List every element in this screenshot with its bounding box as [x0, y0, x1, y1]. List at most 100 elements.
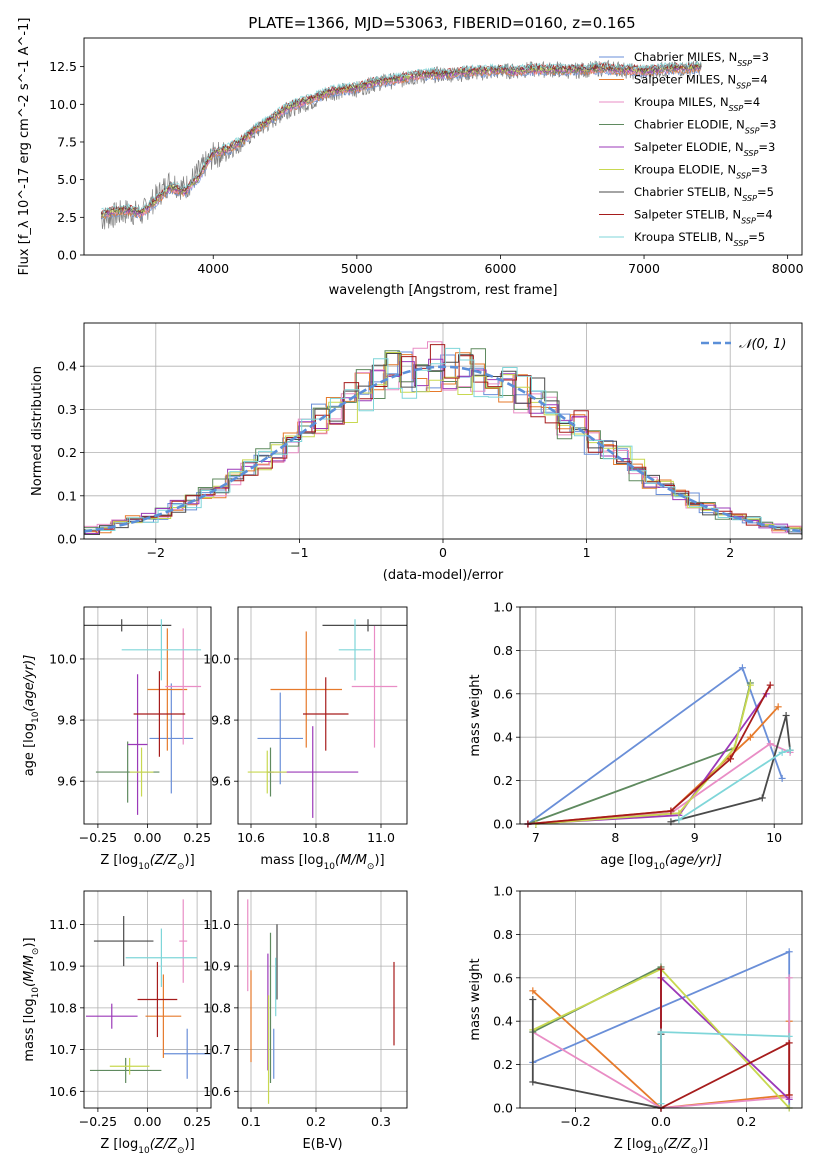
y-tick-label: 10.8	[49, 1000, 77, 1015]
y-tick-label: 10.6	[49, 1084, 77, 1099]
x-tick-label: −1	[290, 545, 308, 560]
y-tick-label: 0.4	[493, 730, 513, 745]
label-part: ⊙	[31, 948, 41, 956]
x-tick-label: 0.2	[306, 1114, 326, 1129]
errorbar-plot-area	[85, 899, 211, 1083]
residual-histogram	[84, 348, 802, 535]
legend-label-sub: SSP	[741, 216, 756, 225]
y-tick-label: 10.0	[49, 651, 77, 666]
massweight-line	[670, 715, 791, 823]
x-tick-label: 0.2	[737, 1114, 757, 1129]
legend-label-part: Kroupa MILES, N	[634, 95, 729, 109]
legend-label: Salpeter MILES, NSSP=4	[634, 73, 768, 91]
y-axis-label: mass [log10(M/M⊙)]	[22, 937, 41, 1061]
label-part: (Z/Z	[150, 1137, 178, 1152]
legend-label: Chabrier ELODIE, NSSP=3	[634, 118, 776, 136]
massweight-plot-area	[524, 664, 794, 828]
axes-frame	[519, 890, 803, 1109]
x-axis-label: mass [log10(M/M⊙)]	[260, 853, 384, 872]
figure-title: PLATE=1366, MJD=53063, FIBERID=0160, z=0…	[248, 14, 635, 32]
y-axis-label: mass weight	[468, 958, 483, 1040]
x-axis-label: wavelength [Angstrom, rest frame]	[329, 283, 558, 298]
residuals-panel: −2 −1 0 1 2 0.0 0.1 0.2 0.3 0.4 𝒩(0, 1) (data-model…	[30, 322, 803, 583]
x-axis-label: E(B-V)	[302, 1137, 342, 1152]
model-spectrum-line	[101, 60, 702, 213]
age-vs-metallicity-panel: −0.25 0.00 0.259.69.810.0Z [log10(Z/Z⊙)]ag…	[22, 606, 212, 872]
y-tick-label: 10.0	[49, 97, 77, 112]
massweight-plot-area	[529, 948, 793, 1112]
label-part: age [log	[600, 853, 653, 868]
legend-label-part: Salpeter ELODIE, N	[634, 140, 744, 154]
y-axis-label: Normed distribution	[30, 366, 45, 496]
legend-label-part: Kroupa STELIB, N	[634, 230, 734, 244]
y-tick-label: 10.8	[203, 1000, 231, 1015]
label-part: Z [log	[100, 1137, 138, 1152]
y-tick-label: 0.0	[57, 248, 77, 263]
legend-label-part: Salpeter MILES, N	[634, 73, 736, 87]
x-tick-label: 8000	[772, 261, 804, 276]
legend-label-part: =3	[751, 163, 768, 177]
legend-label-part: =5	[757, 185, 774, 199]
label-part: )]	[22, 937, 37, 947]
label-part: 10	[138, 1146, 150, 1156]
legend-label-sub: SSP	[742, 194, 757, 203]
y-tick-label: 7.5	[57, 134, 77, 149]
y-tick-label: 0.1	[57, 488, 77, 503]
x-axis-label: age [log10(age/yr)]	[600, 853, 722, 872]
axes-frame	[519, 606, 803, 825]
x-tick-label: 6000	[485, 261, 517, 276]
y-axis-label: Flux [f_λ 10^-17 erg cm^-2 s^-1 A^-1]	[17, 18, 32, 276]
residuals-legend: 𝒩(0, 1)	[701, 337, 786, 352]
y-tick-label: 0.0	[57, 532, 77, 547]
axes-frame	[237, 890, 408, 1109]
legend-label-sub: SSP	[744, 149, 759, 158]
observed-spectrum-line	[100, 59, 702, 230]
axes-frame	[83, 322, 803, 540]
legend-label-part: =3	[760, 118, 777, 132]
massweight-line	[527, 666, 783, 825]
y-tick-label: 10.7	[203, 1042, 231, 1057]
y-tick-label: 10.9	[203, 959, 231, 974]
y-tick-label: 11.0	[49, 917, 77, 932]
y-tick-label: 10.9	[49, 959, 77, 974]
x-tick-label: 7	[532, 830, 540, 845]
y-tick-label: 10.7	[49, 1042, 77, 1057]
massweight-line	[527, 684, 771, 825]
label-part: 10	[324, 862, 336, 872]
x-tick-label: −0.2	[560, 1114, 590, 1129]
massweight-line	[527, 682, 752, 825]
label-part: age [log	[22, 723, 37, 776]
massweight-vs-metallicity-panel: −0.2 0.0 0.2 0.0 0.2 0.4 0.6 0.8 1.0 Z [log10(Z/Z…	[468, 884, 803, 1156]
label-part: )]	[185, 1137, 195, 1152]
massweight-line	[532, 965, 662, 1108]
label-part: 10	[31, 987, 41, 999]
y-axis-label: age [log10(age/yr)]	[22, 655, 41, 777]
y-tick-label: 0.8	[493, 643, 513, 658]
legend-label-part: =3	[752, 50, 769, 64]
x-tick-label: −0.25	[79, 1114, 117, 1129]
label-part: ⊙	[690, 1146, 698, 1156]
y-tick-label: 9.6	[211, 774, 231, 789]
legend-label: Salpeter ELODIE, NSSP=3	[634, 140, 775, 158]
legend-label-part: =4	[743, 95, 760, 109]
y-tick-label: 10.0	[203, 651, 231, 666]
legend-label-part: Kroupa ELODIE, N	[634, 163, 736, 177]
x-tick-label: 0.00	[134, 830, 162, 845]
legend-label: Kroupa MILES, NSSP=4	[634, 95, 760, 113]
label-part: (age/yr)]	[665, 853, 722, 868]
spectrum-plot-area	[100, 59, 702, 230]
residual-histogram	[84, 347, 802, 533]
x-tick-label: 4000	[197, 261, 229, 276]
errorbar-plot-area	[84, 619, 202, 815]
y-tick-label: 1.0	[493, 600, 513, 615]
x-tick-label: −0.25	[79, 830, 117, 845]
model-spectrum-line	[100, 67, 702, 221]
x-tick-label: −2	[147, 545, 165, 560]
label-part: ⊙	[177, 862, 185, 872]
legend-label-sub: SSP	[734, 239, 749, 248]
legend-label-sub: SSP	[736, 171, 751, 180]
label-part: (Z/Z	[663, 1137, 691, 1152]
y-tick-label: 12.5	[49, 59, 77, 74]
